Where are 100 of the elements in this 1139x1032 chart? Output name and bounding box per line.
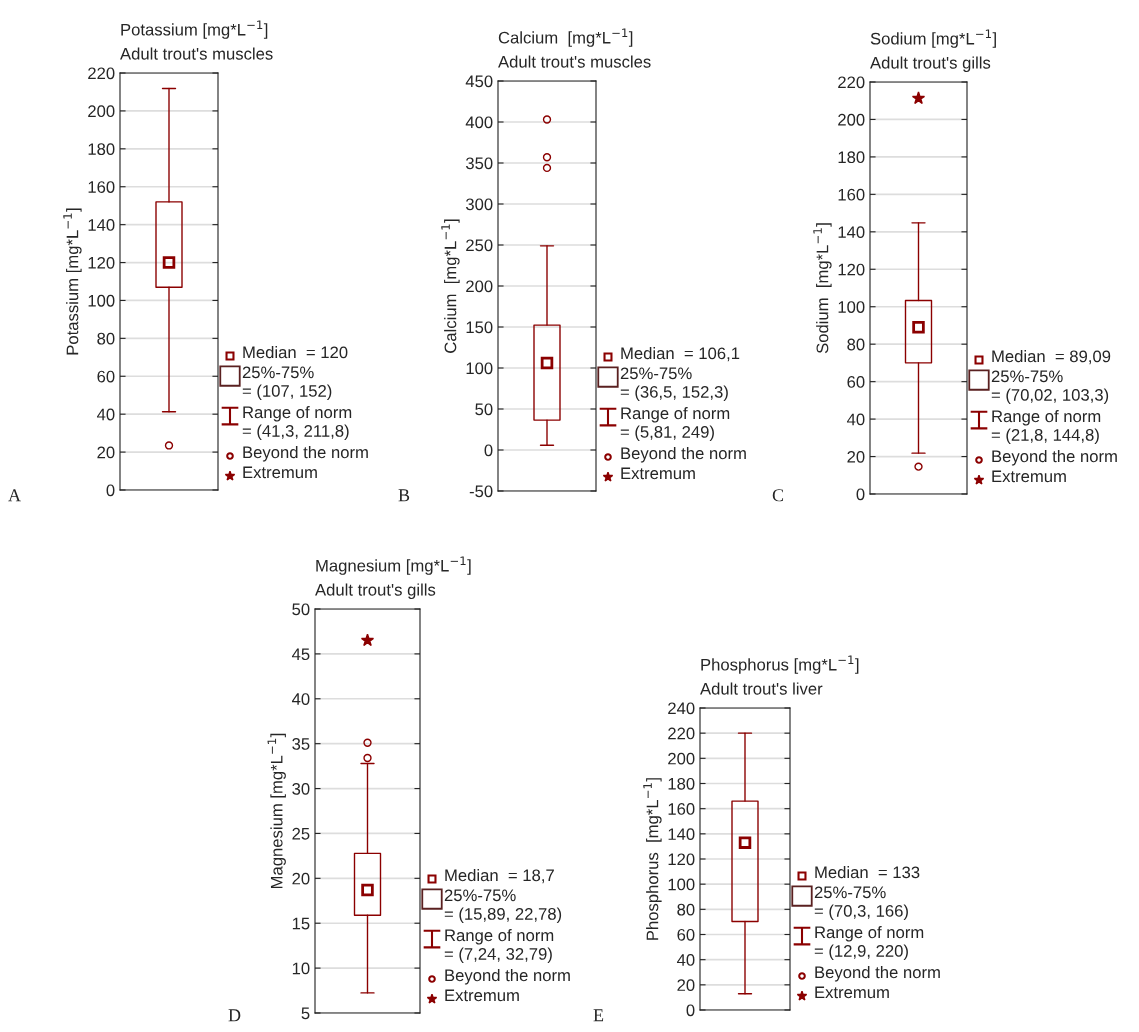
- text: Beyond the norm: [243, 446, 368, 462]
- y-tick-label: 140: [88, 219, 115, 231]
- y-tick-label: 220: [668, 727, 695, 740]
- y-tick-label: -50: [469, 485, 493, 498]
- y-tick-label: 0: [484, 444, 493, 457]
- text: Extremum: [992, 470, 1066, 483]
- y-tick-label: 50: [292, 603, 310, 616]
- y-tick-label: 450: [465, 75, 493, 88]
- y-tick-label: 20: [292, 872, 310, 885]
- y-tick-label: 300: [465, 198, 493, 211]
- y-tick-label: 140: [668, 828, 695, 841]
- y-tick-label: 40: [846, 413, 865, 426]
- text: Median = 89,09: [992, 350, 1111, 365]
- text: Range of norm = (7,24, 32,79): [444, 929, 554, 964]
- y-tick-label: 120: [668, 853, 695, 866]
- y-tick-label: 100: [88, 294, 115, 307]
- text: Median = 120: [243, 346, 348, 359]
- text: C: [772, 489, 784, 502]
- text: 25%-75% = (15,89, 22,78): [444, 889, 562, 924]
- y-tick-label: 40: [676, 954, 695, 966]
- text: Extremum: [445, 989, 519, 1002]
- text: Range of norm = (5,81, 249): [620, 407, 730, 442]
- y-tick-label: 180: [88, 143, 115, 156]
- y-tick-label: 10: [292, 962, 310, 975]
- y-tick-label: 220: [838, 76, 865, 89]
- y-tick-label: 180: [668, 777, 695, 790]
- y-tick-label: 80: [677, 903, 695, 916]
- chart-subtitle: Adult trout's muscles: [498, 55, 651, 68]
- chart-subtitle: Adult trout's liver: [700, 682, 823, 695]
- y-axis-title: Magnesium [mg*L$^{−1}$]: [267, 733, 286, 889]
- y-tick-label: 100: [838, 301, 865, 313]
- y-tick-label: 160: [838, 188, 865, 201]
- y-tick-label: 180: [838, 151, 865, 164]
- y-tick-label: 160: [88, 181, 115, 193]
- y-tick-label: 50: [475, 403, 493, 416]
- y-tick-label: 200: [838, 113, 865, 126]
- y-tick-label: 160: [668, 803, 695, 815]
- y-tick-label: 80: [97, 332, 115, 345]
- y-tick-label: 60: [677, 928, 695, 941]
- y-tick-label: 100: [466, 362, 493, 375]
- chart-subtitle: Adult trout's gills: [870, 56, 991, 72]
- chart-title: Potassium [mg*L$^{−1}$]: [121, 20, 268, 39]
- text: 25%-75% = (36,5, 152,3): [620, 367, 728, 402]
- y-tick-label: 35: [292, 738, 310, 750]
- y-axis-title: Phosphorus [mg*L$^{−1}$]: [643, 778, 662, 940]
- y-tick-label: 20: [677, 979, 695, 992]
- y-tick-label: 0: [106, 484, 115, 497]
- chart-title: Calcium [mg*L$^{−1}$]: [498, 28, 633, 47]
- y-tick-label: 60: [97, 370, 115, 383]
- text: 25%-75% = (107, 152): [242, 366, 332, 401]
- y-tick-label: 150: [466, 321, 493, 334]
- text: Median = 106,1: [621, 347, 740, 362]
- y-tick-label: 0: [686, 1004, 695, 1017]
- text: Extremum: [243, 466, 317, 479]
- y-tick-label: 40: [96, 408, 115, 421]
- y-tick-label: 120: [838, 263, 865, 276]
- text: 25%-75% = (70,02, 103,3): [991, 370, 1109, 405]
- y-tick-label: 350: [465, 157, 493, 170]
- chart-title: Magnesium [mg*L$^{−1}$]: [316, 556, 471, 575]
- y-tick-label: 40: [291, 693, 310, 705]
- text: Extremum: [815, 986, 889, 999]
- chart-subtitle: Adult trout's gills: [315, 583, 436, 599]
- y-tick-label: 25: [292, 827, 310, 840]
- y-tick-label: 250: [466, 239, 493, 252]
- y-tick-label: 200: [466, 280, 493, 293]
- y-tick-label: 100: [668, 878, 695, 891]
- text: 25%-75% = (70,3, 166): [814, 886, 908, 921]
- y-tick-label: 80: [847, 338, 865, 351]
- y-tick-label: 120: [88, 256, 115, 269]
- text: E: [593, 1009, 604, 1022]
- text: B: [398, 489, 410, 502]
- y-tick-label: 220: [88, 67, 115, 80]
- chart-title: Sodium [mg*L$^{−1}$]: [870, 29, 996, 48]
- text: Beyond the norm: [621, 447, 746, 463]
- text: Median = 18,7: [445, 869, 554, 884]
- text: Range of norm = (41,3, 211,8): [242, 406, 352, 441]
- text: Beyond the norm: [445, 969, 570, 985]
- text: Extremum: [621, 467, 695, 480]
- chart-title: Phosphorus [mg*L$^{−1}$]: [701, 655, 859, 674]
- y-tick-label: 45: [291, 648, 310, 661]
- text: Beyond the norm: [815, 966, 940, 982]
- text: Median = 133: [815, 866, 920, 879]
- y-axis-title: Potassium [mg*L$^{−1}$]: [63, 208, 82, 355]
- text: Range of norm = (21,8, 144,8): [991, 410, 1101, 445]
- y-axis-title: Calcium [mg*L$^{−1}$]: [441, 219, 460, 353]
- y-tick-label: 60: [847, 376, 865, 388]
- y-tick-label: 20: [97, 446, 115, 459]
- y-axis-title: Sodium [mg*L$^{−1}$]: [813, 223, 832, 354]
- y-tick-label: 30: [292, 782, 310, 795]
- text: Range of norm = (12,9, 220): [814, 926, 924, 961]
- text: A: [8, 489, 21, 502]
- chart-subtitle: Adult trout's muscles: [120, 47, 273, 60]
- y-tick-label: 200: [88, 105, 115, 118]
- text: D: [228, 1009, 241, 1022]
- y-tick-label: 400: [465, 116, 493, 129]
- y-tick-label: 200: [668, 752, 695, 765]
- y-tick-label: 0: [856, 488, 865, 501]
- text: Beyond the norm: [992, 450, 1117, 466]
- y-tick-label: 5: [301, 1007, 310, 1020]
- y-tick-label: 140: [838, 226, 865, 239]
